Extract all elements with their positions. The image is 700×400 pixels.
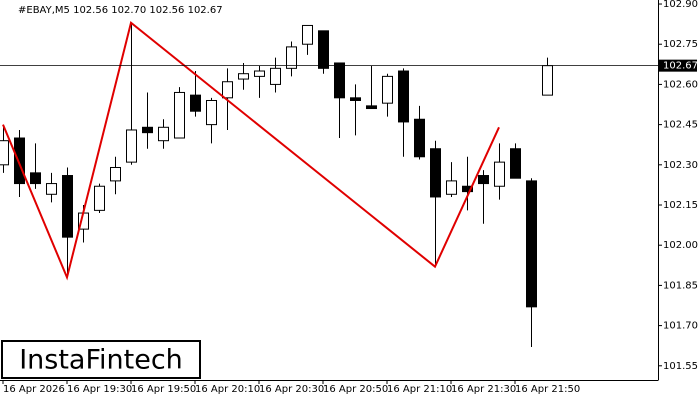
y-tick-label: 102.75 bbox=[663, 39, 698, 50]
x-tick-label: 16 Apr 19:30 bbox=[67, 384, 132, 395]
candle-body bbox=[62, 175, 73, 238]
candle-body bbox=[430, 148, 441, 198]
candle-body bbox=[398, 70, 409, 123]
y-tick-label: 102.15 bbox=[663, 200, 698, 211]
x-tick-label: 16 Apr 20:30 bbox=[259, 384, 324, 395]
candle-body bbox=[142, 126, 153, 134]
candle-body bbox=[542, 65, 553, 96]
x-tick-label: 16 Apr 20:50 bbox=[323, 384, 388, 395]
candle-body bbox=[414, 118, 425, 158]
y-tick-label: 101.70 bbox=[663, 321, 698, 332]
y-tick-label: 102.60 bbox=[663, 79, 698, 90]
chart-title: #EBAY,M5 102.56 102.70 102.56 102.67 bbox=[18, 5, 223, 16]
y-tick-label: 102.90 bbox=[663, 0, 698, 10]
candle-body bbox=[334, 62, 345, 99]
candle-body bbox=[190, 94, 201, 112]
candle-body bbox=[366, 105, 377, 110]
candle-body bbox=[286, 46, 297, 69]
x-tick-label: 16 Apr 19:50 bbox=[131, 384, 196, 395]
candle-body bbox=[238, 73, 249, 80]
candle-body bbox=[302, 24, 313, 45]
candle-body bbox=[94, 185, 105, 211]
candle-body bbox=[222, 81, 233, 99]
y-tick-label: 101.55 bbox=[663, 361, 698, 372]
pattern-line bbox=[2, 21, 500, 281]
candle-body bbox=[206, 99, 217, 126]
candle-body bbox=[14, 137, 25, 185]
y-tick-label: 102.30 bbox=[663, 160, 698, 171]
y-tick-label: 101.85 bbox=[663, 280, 698, 291]
current-price-box bbox=[659, 59, 697, 72]
candle-body bbox=[478, 175, 489, 185]
candle-body bbox=[46, 183, 57, 195]
candle-body bbox=[462, 185, 473, 193]
candle-body bbox=[494, 161, 505, 187]
candle-body bbox=[350, 97, 361, 101]
x-tick-label: 16 Apr 20:10 bbox=[195, 384, 260, 395]
x-tick-label: 16 Apr 21:50 bbox=[515, 384, 580, 395]
current-price-label: 102.67 bbox=[663, 61, 698, 72]
x-tick-label: 16 Apr 2026 bbox=[3, 384, 65, 395]
candle-body bbox=[158, 126, 169, 142]
candle-body bbox=[318, 30, 329, 69]
candle-body bbox=[30, 172, 41, 185]
y-tick-label: 102.45 bbox=[663, 120, 698, 131]
candle-body bbox=[126, 129, 137, 163]
candle-body bbox=[270, 67, 281, 85]
logo: InstaFintech bbox=[19, 345, 183, 376]
candle-body bbox=[254, 70, 265, 77]
candle-body bbox=[526, 180, 537, 308]
candle-body bbox=[174, 91, 185, 139]
candle-body bbox=[0, 140, 9, 166]
y-tick-label: 102.00 bbox=[663, 240, 698, 251]
x-tick-label: 16 Apr 21:10 bbox=[387, 384, 452, 395]
logo-box bbox=[1, 340, 201, 379]
x-tick-label: 16 Apr 21:30 bbox=[451, 384, 516, 395]
candle-body bbox=[510, 148, 521, 179]
candle-body bbox=[110, 166, 121, 182]
candle-body bbox=[446, 180, 457, 195]
candle-body bbox=[382, 75, 393, 104]
